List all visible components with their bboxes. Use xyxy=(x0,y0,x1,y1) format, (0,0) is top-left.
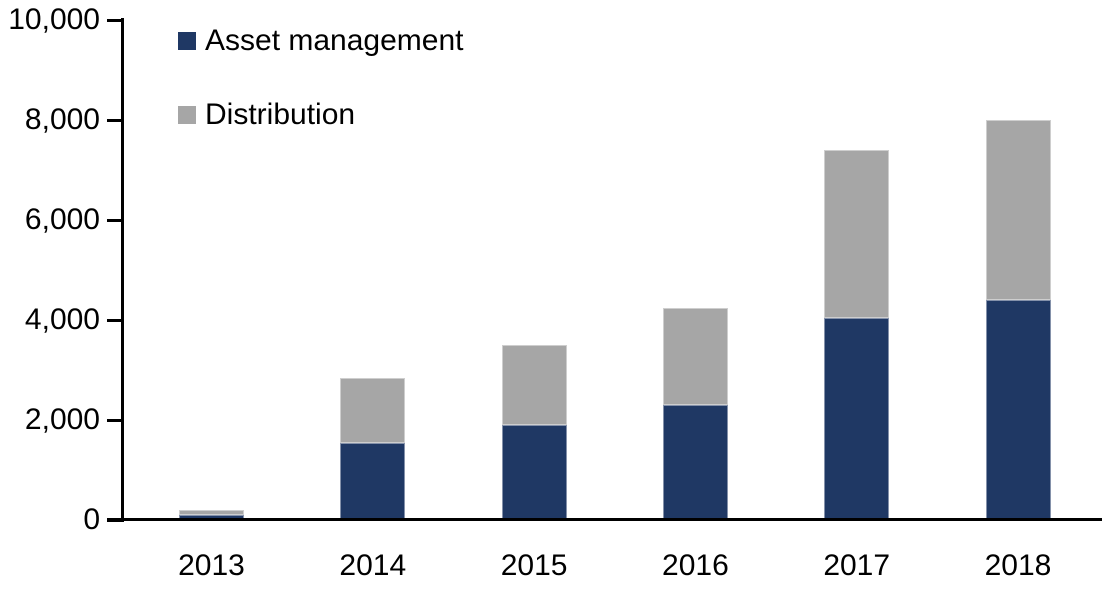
y-axis-tick-label: 4,000 xyxy=(24,303,100,336)
x-axis-category-label: 2015 xyxy=(500,549,568,582)
legend-label-asset-management: Asset management xyxy=(205,23,464,57)
legend-item-asset-management: Asset management xyxy=(178,22,463,59)
legend-item-distribution: Distribution xyxy=(178,96,463,133)
bar-segment-distribution xyxy=(824,150,890,318)
asset-management-swatch-icon xyxy=(178,31,196,50)
y-axis-tick-label: 2,000 xyxy=(24,403,100,436)
bar-segment-distribution xyxy=(179,510,244,515)
x-axis-category-label: 2018 xyxy=(984,549,1052,582)
y-axis-tick-label: 10,000 xyxy=(8,3,100,36)
y-axis-tick xyxy=(107,118,122,122)
y-axis-tick-label: 8,000 xyxy=(24,103,100,136)
x-axis-category-label: 2014 xyxy=(339,549,407,582)
y-axis-tick xyxy=(107,418,122,422)
bar-segment-distribution xyxy=(662,307,728,405)
distribution-swatch-icon xyxy=(178,105,196,124)
bar-segment-asset-management xyxy=(662,405,728,520)
bar-segment-distribution xyxy=(501,345,567,425)
bar-segment-asset-management xyxy=(985,300,1051,520)
x-axis-category-label: 2013 xyxy=(178,549,245,582)
bar-segment-distribution xyxy=(340,377,406,443)
y-axis-tick xyxy=(107,318,122,322)
x-axis-line xyxy=(107,518,1102,521)
bar-segment-distribution xyxy=(985,120,1051,300)
bar-segment-asset-management xyxy=(501,425,567,520)
y-axis-tick xyxy=(107,18,122,22)
x-axis-category-label: 2016 xyxy=(662,549,729,582)
legend: Asset management Distribution xyxy=(178,22,463,133)
y-axis-tick-label: 6,000 xyxy=(24,203,100,236)
y-axis-line xyxy=(121,18,124,522)
bar-segment-asset-management xyxy=(824,317,890,520)
y-axis-tick xyxy=(107,218,122,222)
bar-segment-asset-management xyxy=(340,442,406,520)
legend-label-distribution: Distribution xyxy=(205,97,356,131)
x-axis-category-label: 2017 xyxy=(823,549,891,582)
y-axis-tick xyxy=(107,518,122,522)
y-axis-tick-label: 0 xyxy=(83,503,100,536)
